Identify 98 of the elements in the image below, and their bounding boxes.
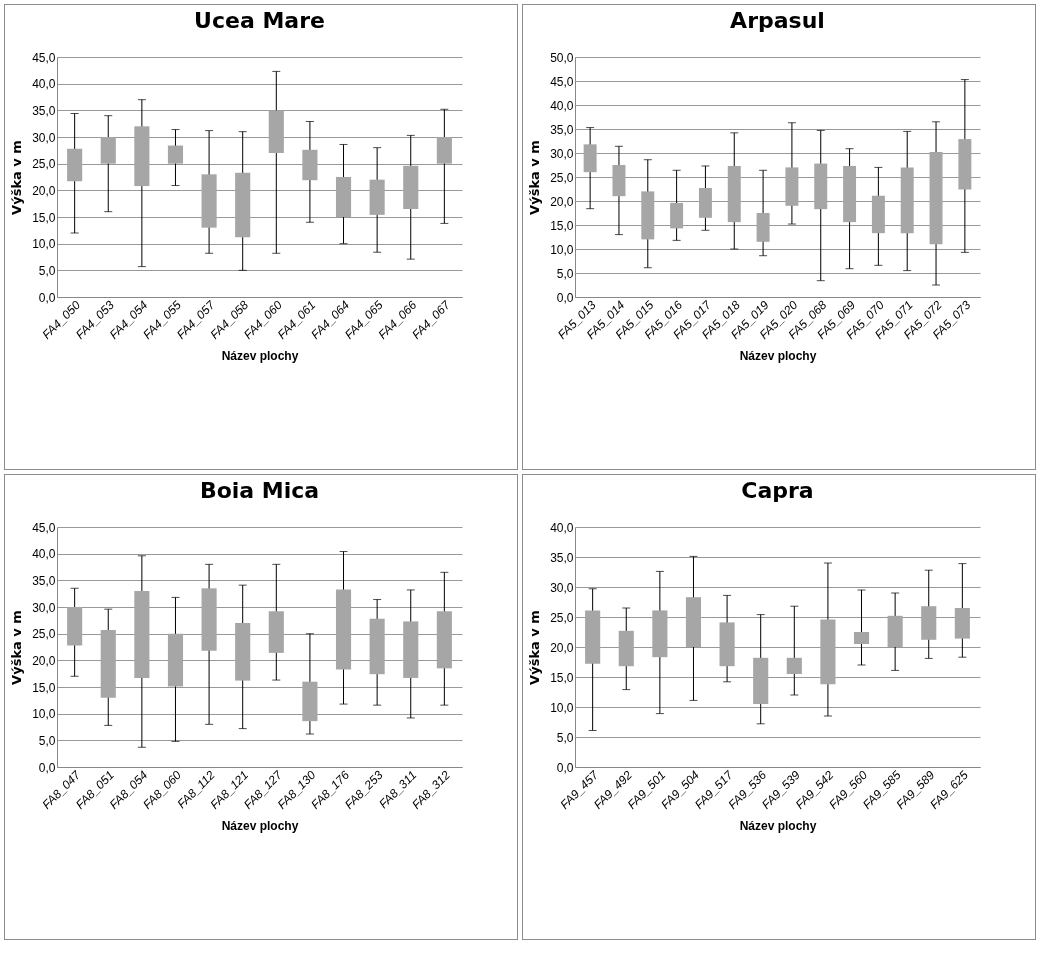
y-tick-label: 45,0: [32, 520, 56, 535]
y-tick-label: 30,0: [550, 146, 574, 161]
bar: [67, 607, 83, 646]
y-tick-label: 20,0: [550, 640, 574, 655]
bar: [436, 137, 452, 164]
bar: [853, 632, 870, 644]
chart-title: Arpasul: [730, 8, 825, 33]
y-tick-label: 5,0: [38, 733, 56, 748]
bar: [134, 591, 150, 678]
bar: [235, 172, 251, 238]
bar: [871, 195, 885, 234]
y-tick-label: 30,0: [32, 600, 56, 615]
bar: [100, 137, 116, 164]
bar: [585, 610, 601, 664]
y-axis-title: Výška v m: [9, 140, 25, 215]
bar: [403, 621, 419, 678]
bar: [958, 139, 972, 190]
bar: [786, 657, 802, 674]
bar: [235, 623, 251, 681]
y-tick-label: 10,0: [32, 237, 56, 252]
y-axis-title: Výška v m: [527, 610, 543, 685]
y-tick-label: 30,0: [550, 580, 574, 595]
x-axis-title: Název plochy: [739, 349, 817, 364]
bar: [268, 110, 284, 153]
y-tick-label: 35,0: [32, 103, 56, 118]
y-tick-label: 5,0: [38, 263, 56, 278]
chart-title: Capra: [741, 478, 814, 503]
bar: [335, 177, 352, 217]
bar: [403, 165, 419, 209]
y-tick-label: 25,0: [550, 610, 574, 625]
y-tick-label: 45,0: [32, 50, 56, 65]
y-tick-label: 45,0: [550, 74, 574, 89]
y-tick-label: 20,0: [32, 653, 56, 668]
x-axis-title: Název plochy: [221, 819, 299, 834]
y-tick-label: 15,0: [550, 218, 574, 233]
bar: [887, 615, 903, 647]
bar: [685, 597, 702, 647]
y-axis-title: Výška v m: [9, 610, 25, 685]
bar: [900, 167, 914, 234]
bar: [929, 152, 943, 245]
bar: [698, 188, 712, 218]
y-tick-label: 40,0: [32, 547, 56, 562]
y-tick-label: 25,0: [32, 157, 56, 172]
y-tick-label: 30,0: [32, 130, 56, 145]
bar: [436, 611, 452, 669]
bar: [785, 167, 799, 206]
bar: [369, 618, 385, 675]
x-axis-title: Název plochy: [221, 349, 299, 364]
bar: [727, 165, 741, 223]
y-tick-label: 35,0: [550, 122, 574, 137]
bar: [201, 174, 217, 228]
y-tick-label: 15,0: [32, 680, 56, 695]
bar: [167, 145, 184, 164]
y-tick-label: 15,0: [32, 210, 56, 225]
bar: [719, 622, 735, 667]
y-tick-label: 15,0: [550, 670, 574, 685]
y-tick-label: 5,0: [556, 730, 574, 745]
bar: [302, 149, 318, 181]
bar: [167, 633, 184, 687]
bar: [302, 681, 318, 722]
y-tick-label: 20,0: [550, 194, 574, 209]
bar: [670, 202, 684, 229]
bar: [921, 606, 937, 640]
bar: [583, 144, 597, 173]
bar: [753, 657, 769, 704]
y-tick-label: 5,0: [556, 266, 574, 281]
y-tick-label: 10,0: [550, 700, 574, 715]
y-tick-label: 10,0: [550, 242, 574, 257]
bar: [67, 148, 83, 182]
bar: [652, 610, 668, 658]
chart-title: Ucea Mare: [194, 8, 325, 33]
bar: [335, 589, 352, 670]
chart-title: Boia Mica: [199, 478, 320, 503]
y-tick-label: 25,0: [550, 170, 574, 185]
bar: [820, 619, 836, 685]
bar: [100, 629, 116, 698]
bar: [201, 588, 217, 651]
y-tick-label: 40,0: [550, 98, 574, 113]
y-tick-label: 25,0: [32, 627, 56, 642]
y-tick-label: 50,0: [550, 50, 574, 65]
bar: [641, 191, 655, 240]
x-axis-title: Název plochy: [739, 819, 817, 834]
bar: [954, 608, 970, 639]
bar: [843, 165, 857, 223]
bar: [134, 126, 150, 187]
y-tick-label: 40,0: [32, 77, 56, 92]
y-tick-label: 40,0: [550, 520, 574, 535]
bar: [618, 630, 634, 667]
bar: [612, 165, 626, 197]
bar: [814, 163, 828, 210]
y-tick-label: 20,0: [32, 183, 56, 198]
bar: [268, 611, 284, 653]
y-axis-title: Výška v m: [527, 140, 543, 215]
bar: [369, 179, 385, 215]
y-tick-label: 10,0: [32, 707, 56, 722]
y-tick-label: 35,0: [32, 573, 56, 588]
y-tick-label: 35,0: [550, 550, 574, 565]
bar: [756, 213, 770, 242]
